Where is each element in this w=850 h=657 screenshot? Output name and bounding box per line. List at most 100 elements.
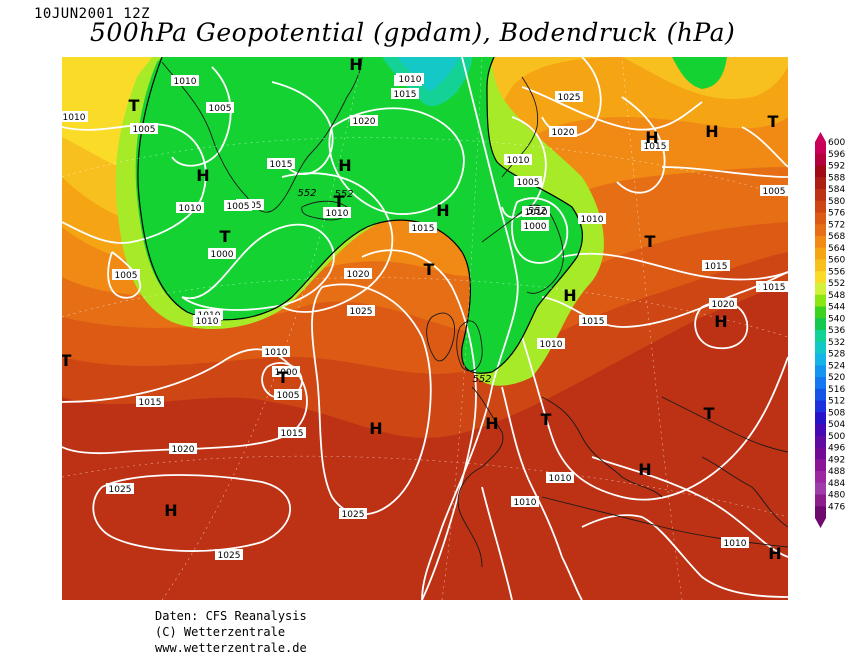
credits: Daten: CFS Reanalysis (C) Wetterzentrale… [155,608,307,656]
pressure-label: 1015 [267,158,295,170]
pressure-label: 1015 [641,140,669,152]
pressure-label: 1010 [396,73,424,85]
legend-level-label: 584 [828,185,845,195]
pressure-label: 1005 [274,389,302,401]
pressure-label-text: 1010 [265,348,288,358]
pressure-label: 1010 [262,346,290,358]
low-marker: T [129,96,140,115]
legend-level-label: 576 [828,209,845,219]
pressure-label-text: 1015 [412,224,435,234]
legend-swatch [815,200,826,213]
pressure-label: 1020 [350,115,378,127]
pressure-label: 1010 [546,472,574,484]
pressure-label-text: 1020 [353,117,376,127]
legend-level-label: 540 [828,314,845,324]
legend-swatch [815,142,826,155]
pressure-label-text: 1000 [211,250,234,260]
high-marker: H [768,544,781,563]
pressure-label-text: 1010 [326,209,349,219]
pressure-label: 1015 [702,260,730,272]
pressure-label-text: 1010 [724,539,747,549]
height-labels: 552 552 552 552 [297,188,546,385]
height-label: 552 [527,206,546,217]
field-528 [397,57,460,92]
pressure-label-text: 1015 [270,160,293,170]
legend-swatch [815,506,826,519]
legend-swatch [815,365,826,378]
legend-level-label: 492 [828,455,845,465]
pressure-label-text: 1015 [582,317,605,327]
pressure-label-text: 1015 [139,398,162,408]
credits-url[interactable]: www.wetterzentrale.de [155,641,307,655]
pressure-label-text: 1010 [581,215,604,225]
legend-swatch [815,294,826,307]
pressure-label: 1010 [522,206,550,218]
pressure-label-text: 1010 [174,77,197,87]
pressure-label-text: 1005 [227,202,250,212]
low-marker: T [278,368,289,387]
height-label: 552 [334,189,353,200]
high-marker: H [645,128,658,147]
legend-level-label: 496 [828,444,845,454]
pressure-label: 1005 [760,185,788,197]
pressure-label: 1000 [521,220,549,232]
legend-swatch [815,482,826,495]
legend-swatch [815,412,826,425]
pressure-labels: 1010 1005 1005 1010 1005 1010 1020 1015 … [62,73,788,561]
legend-swatch [815,259,826,272]
pressure-label: 1015 [760,281,788,293]
legend-level-label: 596 [828,150,845,160]
pressure-label-text: 1000 [275,368,298,378]
pressure-label-text: 1025 [218,551,241,561]
legend-swatch [815,165,826,178]
legend-level-label: 592 [828,162,845,172]
low-marker: T [704,404,715,423]
low-marker: T [645,232,656,251]
pressure-label: 1015 [579,315,607,327]
high-marker: H [196,166,209,185]
pressure-label-text: 1020 [552,128,575,138]
legend-level-label: 528 [828,350,845,360]
pressure-label: 1010 [537,338,565,350]
pressure-label: 1005 [206,102,234,114]
pressure-label: 1010 [62,111,88,123]
high-marker: H [638,460,651,479]
legend-swatch [815,283,826,296]
pressure-label-text: 1015 [281,429,304,439]
legend-labels: 6005965925885845805765725685645605565525… [828,138,845,512]
legend-level-label: 568 [828,232,845,242]
pressure-label-text: 1010 [399,75,422,85]
high-markers: H H H H H H H H H H H H H [164,57,781,563]
pressure-label-text: 1020 [712,300,735,310]
legend-level-label: 508 [828,408,845,418]
pressure-label-text: 1010 [514,498,537,508]
legend-level-label: 556 [828,267,845,277]
legend-level-label: 480 [828,491,845,501]
legend-level-label: 516 [828,385,845,395]
pressure-label: 1010 [171,75,199,87]
low-marker: T [62,351,72,370]
pressure-label-text: 1025 [350,307,373,317]
pressure-label: 1010 [578,213,606,225]
legend-level-label: 512 [828,397,845,407]
pressure-label: 1015 [391,88,419,100]
legend-level-label: 476 [828,502,845,512]
pressure-label-text: 1010 [63,113,86,123]
pressure-label-text: 1010 [179,204,202,214]
high-marker: H [164,501,177,520]
legend-swatch [815,459,826,472]
pressure-label: 1015 [409,222,437,234]
pressure-label-text: 1015 [705,262,728,272]
pressure-label: 1020 [709,298,737,310]
legend-swatch [815,471,826,484]
legend-level-label: 560 [828,256,845,266]
pressure-label: 1005 [130,123,158,135]
pressure-label: 1000 [272,366,300,378]
legend-level-label: 548 [828,291,845,301]
height-label: 552 [472,374,491,385]
legend-bars [815,142,826,519]
pressure-label-text: 1005 [133,125,156,135]
legend-level-label: 488 [828,467,845,477]
pressure-label: 1020 [169,443,197,455]
legend-level-label: 532 [828,338,845,348]
